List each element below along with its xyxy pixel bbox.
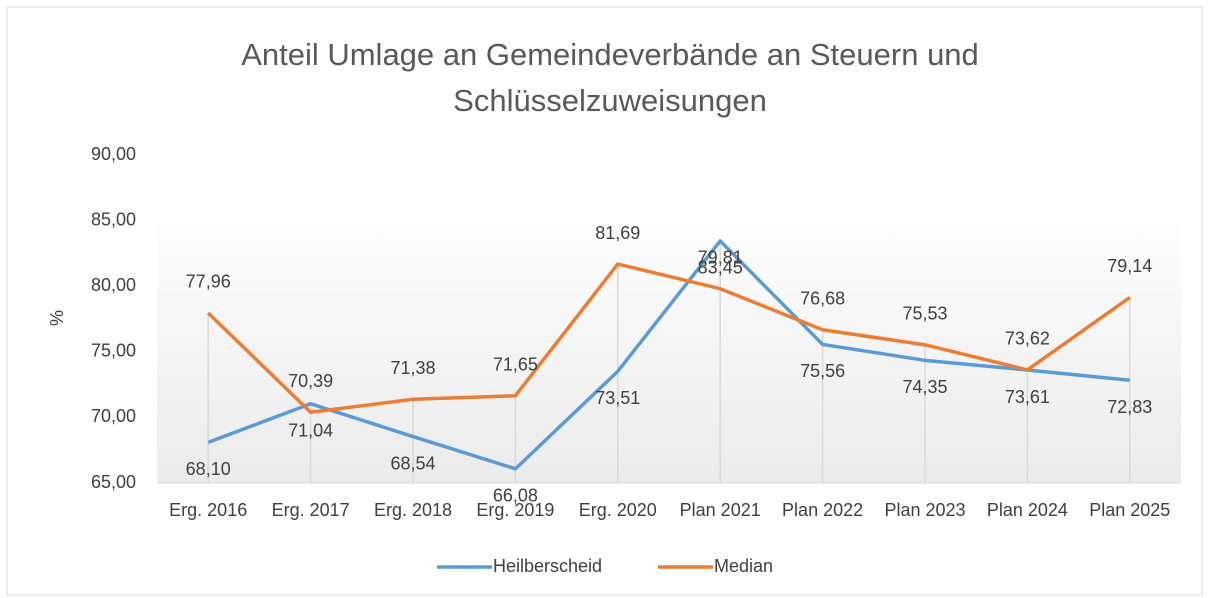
data-label: 71,65 [493,355,538,375]
data-label: 73,51 [595,388,640,408]
data-label: 81,69 [595,223,640,243]
x-tick-label: Erg. 2019 [476,500,554,520]
data-label: 68,54 [390,453,435,473]
data-label: 66,08 [493,486,538,506]
data-label: 68,10 [186,459,231,479]
data-label: 71,04 [288,421,333,441]
y-tick-label: 75,00 [91,341,136,361]
x-tick-label: Plan 2021 [680,500,761,520]
data-label: 83,45 [698,258,743,278]
x-tick-label: Plan 2024 [987,500,1068,520]
data-label: 73,62 [1005,329,1050,349]
data-label: 75,56 [800,361,845,381]
y-tick-label: 65,00 [91,472,136,492]
x-tick-label: Plan 2023 [884,500,965,520]
x-tick-label: Plan 2025 [1089,500,1170,520]
x-tick-label: Erg. 2020 [579,500,657,520]
legend-label: Heilberscheid [493,556,602,576]
y-tick-label: 70,00 [91,406,136,426]
x-tick-label: Erg. 2016 [169,500,247,520]
data-label: 71,38 [390,358,435,378]
y-tick-label: 90,00 [91,144,136,164]
series-line [207,239,1130,471]
plot-background [157,200,1181,483]
y-axis-label: % [47,310,67,326]
chart-title: Anteil Umlage an Gemeindeverbände an Ste… [241,37,979,118]
data-label: 72,83 [1107,397,1152,417]
chart-border [6,6,1203,596]
data-label: 79,14 [1107,256,1152,276]
y-tick-label: 80,00 [91,275,136,295]
data-label: 73,61 [1005,387,1050,407]
data-label: 79,81 [698,247,743,267]
data-label: 74,35 [902,377,947,397]
x-tick-label: Erg. 2017 [272,500,350,520]
legend-label: Median [714,556,773,576]
x-tick-label: Plan 2022 [782,500,863,520]
data-label: 70,39 [288,371,333,391]
y-tick-label: 85,00 [91,209,136,229]
x-tick-label: Erg. 2018 [374,500,452,520]
data-label: 75,53 [902,304,947,324]
data-label: 76,68 [800,289,845,309]
data-label: 77,96 [186,272,231,292]
series-line [206,262,1131,415]
